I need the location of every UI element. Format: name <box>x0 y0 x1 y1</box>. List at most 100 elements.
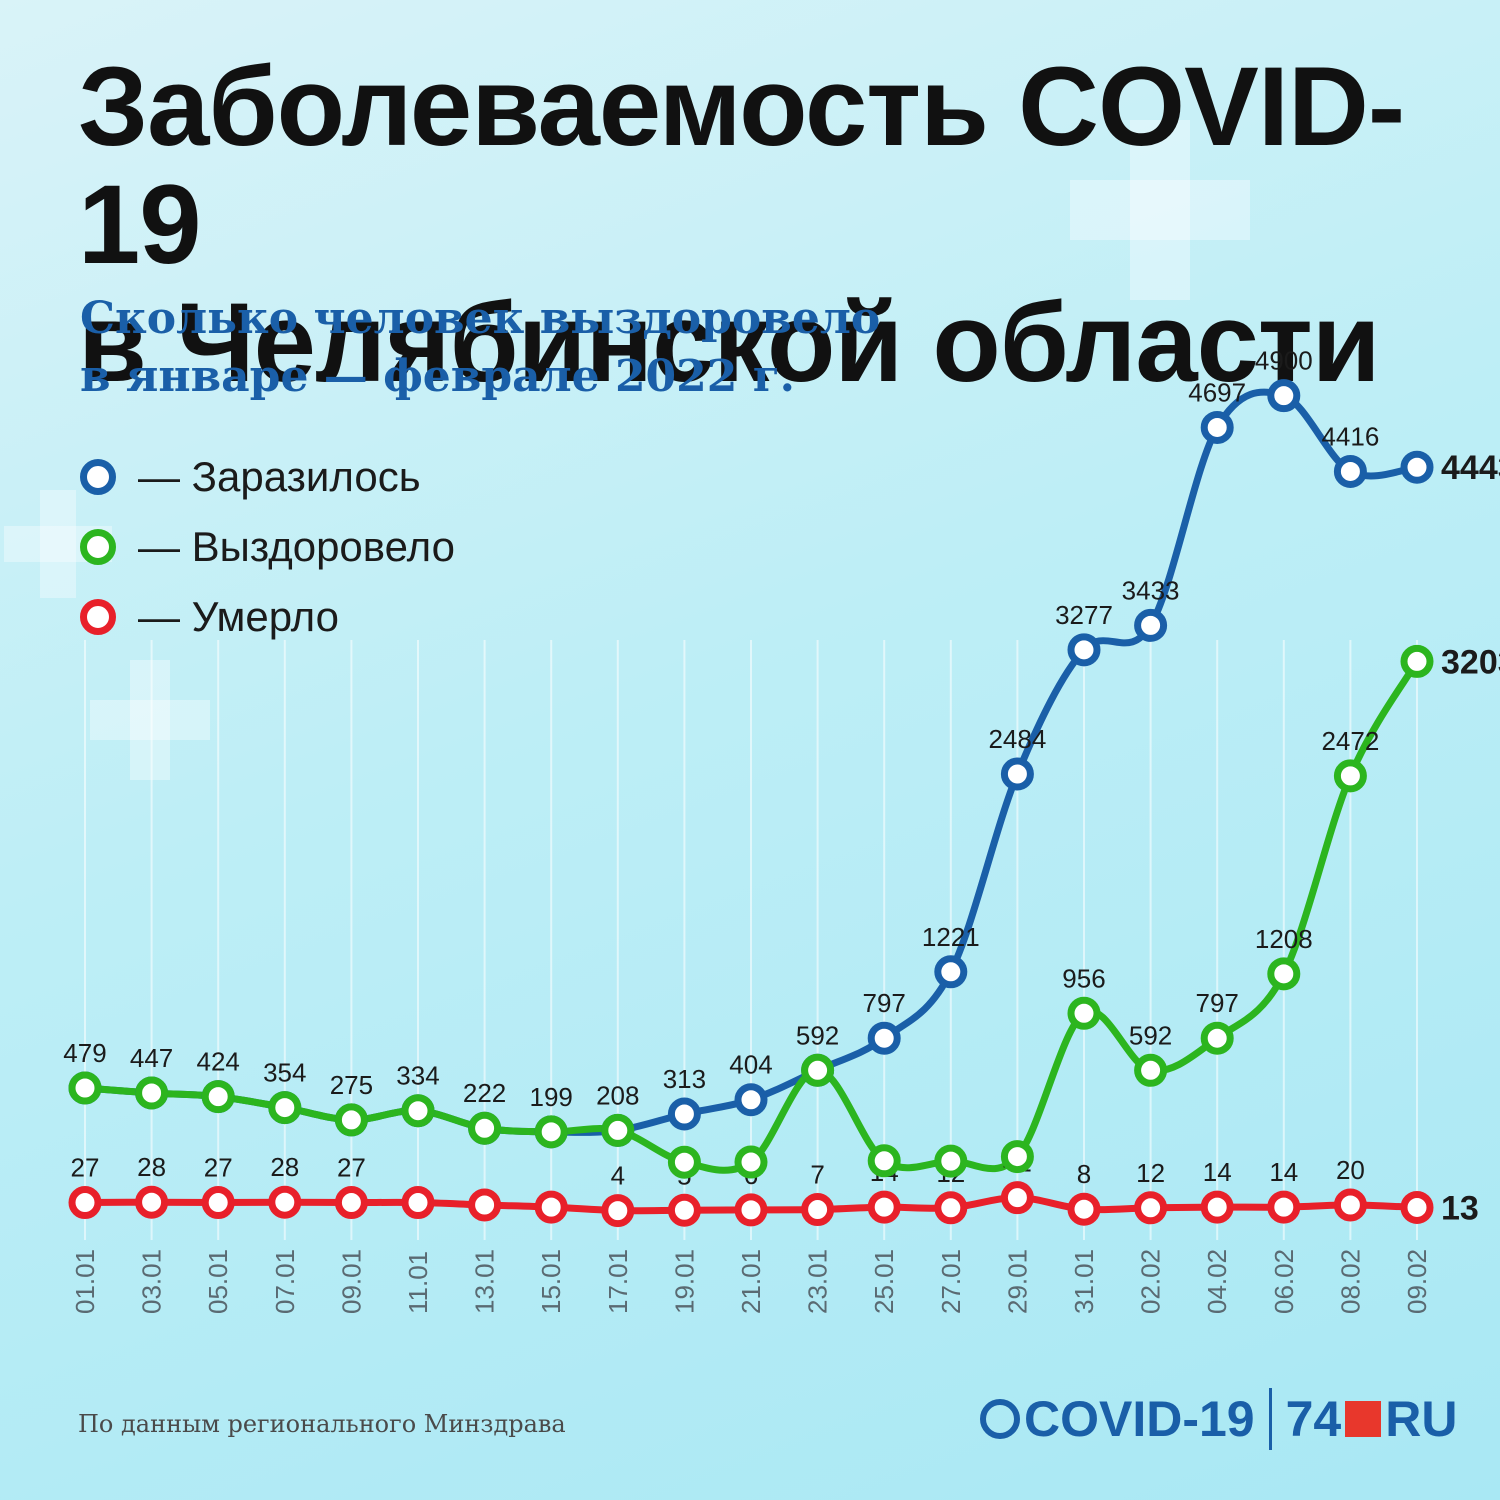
brand-number-text: 74 <box>1285 1391 1342 1447</box>
recovered-point <box>934 1144 968 1178</box>
died-point <box>734 1193 768 1227</box>
died-value-label: 27 <box>71 1153 100 1183</box>
died-value-label: 28 <box>137 1152 166 1182</box>
x-tick-label: 29.01 <box>1002 1249 1032 1314</box>
legend-label-recovered: — Выздоровело <box>138 523 455 570</box>
died-value-label: 13 <box>1441 1189 1479 1227</box>
infected-value-label: 3277 <box>1055 600 1113 630</box>
infected-point <box>667 1097 701 1131</box>
x-tick-label: 08.02 <box>1335 1249 1365 1314</box>
legend-item-recovered: — Выздоровело <box>80 512 455 582</box>
brand-logo: COVID-19 74 RU <box>980 1388 1457 1450</box>
died-value-label: 20 <box>1336 1155 1365 1185</box>
infected-value-label: 4443 <box>1441 449 1500 487</box>
died-point <box>401 1186 435 1220</box>
infected-value-label: 1221 <box>922 922 980 952</box>
died-value-label: 4 <box>611 1161 625 1191</box>
recovered-point <box>401 1094 435 1128</box>
infected-value-label: 2484 <box>988 724 1046 754</box>
brand-square-icon <box>1345 1401 1382 1437</box>
infected-point <box>1400 450 1434 484</box>
infected-point <box>1000 757 1034 791</box>
died-point <box>468 1188 502 1222</box>
died-point <box>135 1185 169 1219</box>
legend-label-infected: — Заразилось <box>138 453 421 500</box>
x-tick-label: 09.01 <box>336 1249 366 1314</box>
x-tick-label: 07.01 <box>270 1249 300 1314</box>
infected-value-label: 4697 <box>1188 377 1246 407</box>
x-tick-label: 01.01 <box>70 1249 100 1314</box>
recovered-value-label: 797 <box>1196 988 1239 1018</box>
infected-point <box>1200 410 1234 444</box>
infected-value-label: 447 <box>130 1043 173 1073</box>
recovered-point <box>468 1111 502 1145</box>
legend-item-infected: — Заразилось <box>80 442 455 512</box>
died-point <box>867 1190 901 1224</box>
died-value-label: 8 <box>1077 1159 1091 1189</box>
infected-point <box>734 1083 768 1117</box>
title-line-2: в Челябинской области <box>78 280 1381 405</box>
x-tick-label: 06.02 <box>1269 1249 1299 1314</box>
infected-value-label: 424 <box>197 1047 240 1077</box>
chart-subtitle: Сколько человек выздоровело в январе — ф… <box>80 290 880 406</box>
recovered-point <box>801 1053 835 1087</box>
title-line-1: Заболеваемость COVID-19 <box>78 44 1405 287</box>
brand-covid-text: COVID-19 <box>1024 1391 1255 1447</box>
infected-value-label: 208 <box>596 1080 639 1110</box>
background-cross-decoration <box>130 660 170 780</box>
died-value-label: 27 <box>337 1153 366 1183</box>
brand-ru-text: RU <box>1385 1391 1458 1447</box>
infected-value-label: 592 <box>796 1020 839 1050</box>
infected-point <box>867 1021 901 1055</box>
died-value-label: 12 <box>1136 1158 1165 1188</box>
recovered-point <box>1134 1053 1168 1087</box>
infected-value-label: 797 <box>863 988 906 1018</box>
died-point <box>334 1186 368 1220</box>
recovered-value-label: 956 <box>1062 963 1105 993</box>
background-cross-decoration <box>40 490 76 598</box>
recovered-point <box>734 1145 768 1179</box>
died-point <box>934 1191 968 1225</box>
recovered-point <box>867 1144 901 1178</box>
infected-value-label: 404 <box>729 1050 772 1080</box>
legend-label-died: — Умерло <box>138 593 339 640</box>
x-tick-label: 19.01 <box>669 1249 699 1314</box>
recovered-point <box>268 1091 302 1125</box>
x-tick-label: 03.01 <box>137 1249 167 1314</box>
recovered-value-label: 3203 <box>1441 643 1500 681</box>
recovered-point <box>201 1080 235 1114</box>
background-cross-decoration <box>90 700 210 740</box>
died-point <box>801 1193 835 1227</box>
died-value-label: 14 <box>1269 1157 1298 1187</box>
x-tick-label: 11.01 <box>403 1251 433 1314</box>
infected-value-label: 275 <box>330 1070 373 1100</box>
background-cross-decoration <box>1130 120 1190 300</box>
infected-value-label: 354 <box>263 1058 306 1088</box>
infected-point <box>1333 454 1367 488</box>
legend-marker-recovered <box>80 529 116 565</box>
x-tick-label: 05.01 <box>203 1249 233 1314</box>
x-tick-label: 02.02 <box>1136 1249 1166 1314</box>
died-point <box>1267 1190 1301 1224</box>
recovered-point <box>534 1115 568 1149</box>
infected-value-label: 4416 <box>1321 421 1379 451</box>
died-point <box>1067 1192 1101 1226</box>
recovered-point <box>667 1145 701 1179</box>
died-point <box>68 1186 102 1220</box>
infected-value-label: 222 <box>463 1078 506 1108</box>
legend-item-died: — Умерло <box>80 582 455 652</box>
died-point <box>1400 1190 1434 1224</box>
died-point <box>534 1190 568 1224</box>
died-value-label: 28 <box>270 1152 299 1182</box>
recovered-point <box>1333 759 1367 793</box>
page-title: Заболеваемость COVID-19 в Челябинской об… <box>78 48 1500 402</box>
recovered-point <box>1067 996 1101 1030</box>
background-cross-decoration <box>1070 180 1250 240</box>
legend-marker-died <box>80 599 116 635</box>
died-point <box>268 1185 302 1219</box>
infected-value-label: 479 <box>63 1038 106 1068</box>
infected-point <box>1134 608 1168 642</box>
infected-value-label: 4900 <box>1255 346 1313 376</box>
recovered-value-label: 592 <box>1129 1020 1172 1050</box>
